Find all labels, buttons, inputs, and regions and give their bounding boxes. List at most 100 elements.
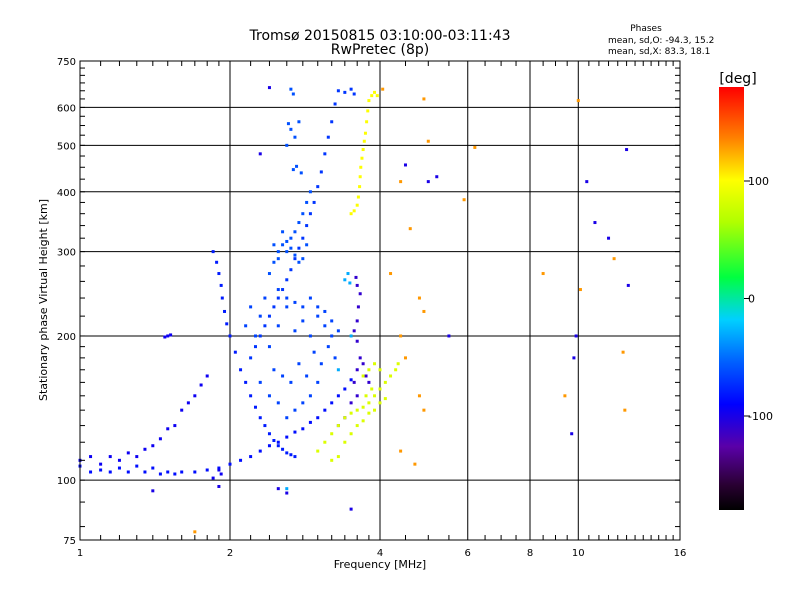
data-point (285, 416, 289, 420)
data-point (396, 362, 400, 366)
data-point (293, 408, 297, 412)
data-point (319, 170, 323, 174)
data-point (244, 380, 248, 384)
data-point (286, 122, 290, 126)
data-point (349, 432, 353, 436)
x-tick-label: 10 (572, 548, 585, 559)
data-point (289, 87, 293, 91)
data-point (361, 148, 365, 152)
data-point (293, 329, 297, 333)
y-tick-label: 75 (63, 536, 76, 547)
data-point (417, 394, 421, 398)
data-point (215, 260, 219, 264)
data-point (305, 200, 309, 204)
data-point (572, 356, 576, 360)
data-point (99, 468, 103, 472)
data-point (316, 314, 320, 318)
data-point (301, 257, 305, 261)
data-point (258, 152, 262, 156)
data-point (293, 230, 297, 234)
data-point (447, 334, 451, 338)
data-point (323, 309, 327, 313)
data-point (426, 180, 430, 184)
data-point (89, 470, 93, 474)
data-point (336, 394, 340, 398)
data-point (336, 329, 340, 333)
data-point (211, 476, 215, 480)
data-point (625, 148, 629, 152)
data-point (169, 333, 173, 337)
chart-title: Tromsø 20150815 03:10:00-03:11:43 (249, 28, 511, 44)
data-point (263, 296, 267, 300)
x-axis-label: Frequency [MHz] (334, 558, 426, 571)
x-tick-label: 2 (227, 548, 233, 559)
data-point (267, 394, 271, 398)
data-point (193, 394, 197, 398)
data-point (343, 90, 347, 94)
data-point (358, 356, 362, 360)
data-point (333, 356, 337, 360)
data-point (462, 198, 466, 202)
data-point (233, 350, 237, 354)
data-point (289, 127, 293, 131)
data-point (228, 334, 232, 338)
data-point (223, 309, 227, 313)
data-point (193, 530, 197, 534)
data-point (305, 374, 309, 378)
data-point (319, 362, 323, 366)
data-point (375, 94, 379, 98)
axis-ticks: 1 2 4 6 8 10 16 75 100 200 300 400 500 600 750 (57, 57, 686, 559)
data-point (367, 368, 371, 372)
data-point (117, 466, 121, 470)
x-tick-label: 1 (77, 548, 83, 559)
data-point (249, 455, 253, 459)
data-point (289, 268, 293, 272)
data-point (289, 236, 293, 240)
data-point (249, 305, 253, 309)
data-point (126, 451, 130, 455)
data-point (217, 484, 221, 488)
data-point (336, 424, 340, 428)
data-point (394, 368, 398, 372)
data-point (308, 190, 312, 194)
data-point (143, 470, 147, 474)
data-point (378, 387, 382, 391)
data-point (378, 368, 382, 372)
data-point (281, 230, 285, 234)
data-point (364, 394, 368, 398)
phases-title: Phases (630, 24, 662, 34)
data-point (349, 401, 353, 405)
y-tick-label: 100 (57, 476, 76, 487)
data-point (623, 408, 627, 412)
data-point (301, 427, 305, 431)
data-point (297, 246, 301, 250)
data-point (621, 350, 625, 354)
data-point (158, 472, 162, 476)
data-point (297, 260, 301, 264)
data-point (349, 411, 353, 415)
data-point (383, 397, 387, 401)
data-point (349, 507, 353, 511)
data-point (365, 120, 369, 124)
data-point (267, 86, 271, 90)
data-point (258, 314, 262, 318)
data-point (367, 99, 371, 103)
data-point (276, 296, 280, 300)
data-point (330, 401, 334, 405)
x-tick-label: 8 (527, 548, 533, 559)
data-point (281, 243, 285, 247)
data-point (363, 131, 367, 135)
data-point (276, 324, 280, 328)
data-point (316, 185, 320, 189)
data-point (349, 378, 353, 382)
data-point (272, 368, 276, 372)
data-point (272, 243, 276, 247)
data-point (285, 435, 289, 439)
data-point (348, 281, 352, 285)
data-point (276, 440, 280, 444)
colorbar-tick-label: 0 (748, 293, 755, 306)
data-point (272, 260, 276, 264)
data-point (607, 236, 611, 240)
data-point (249, 356, 253, 360)
